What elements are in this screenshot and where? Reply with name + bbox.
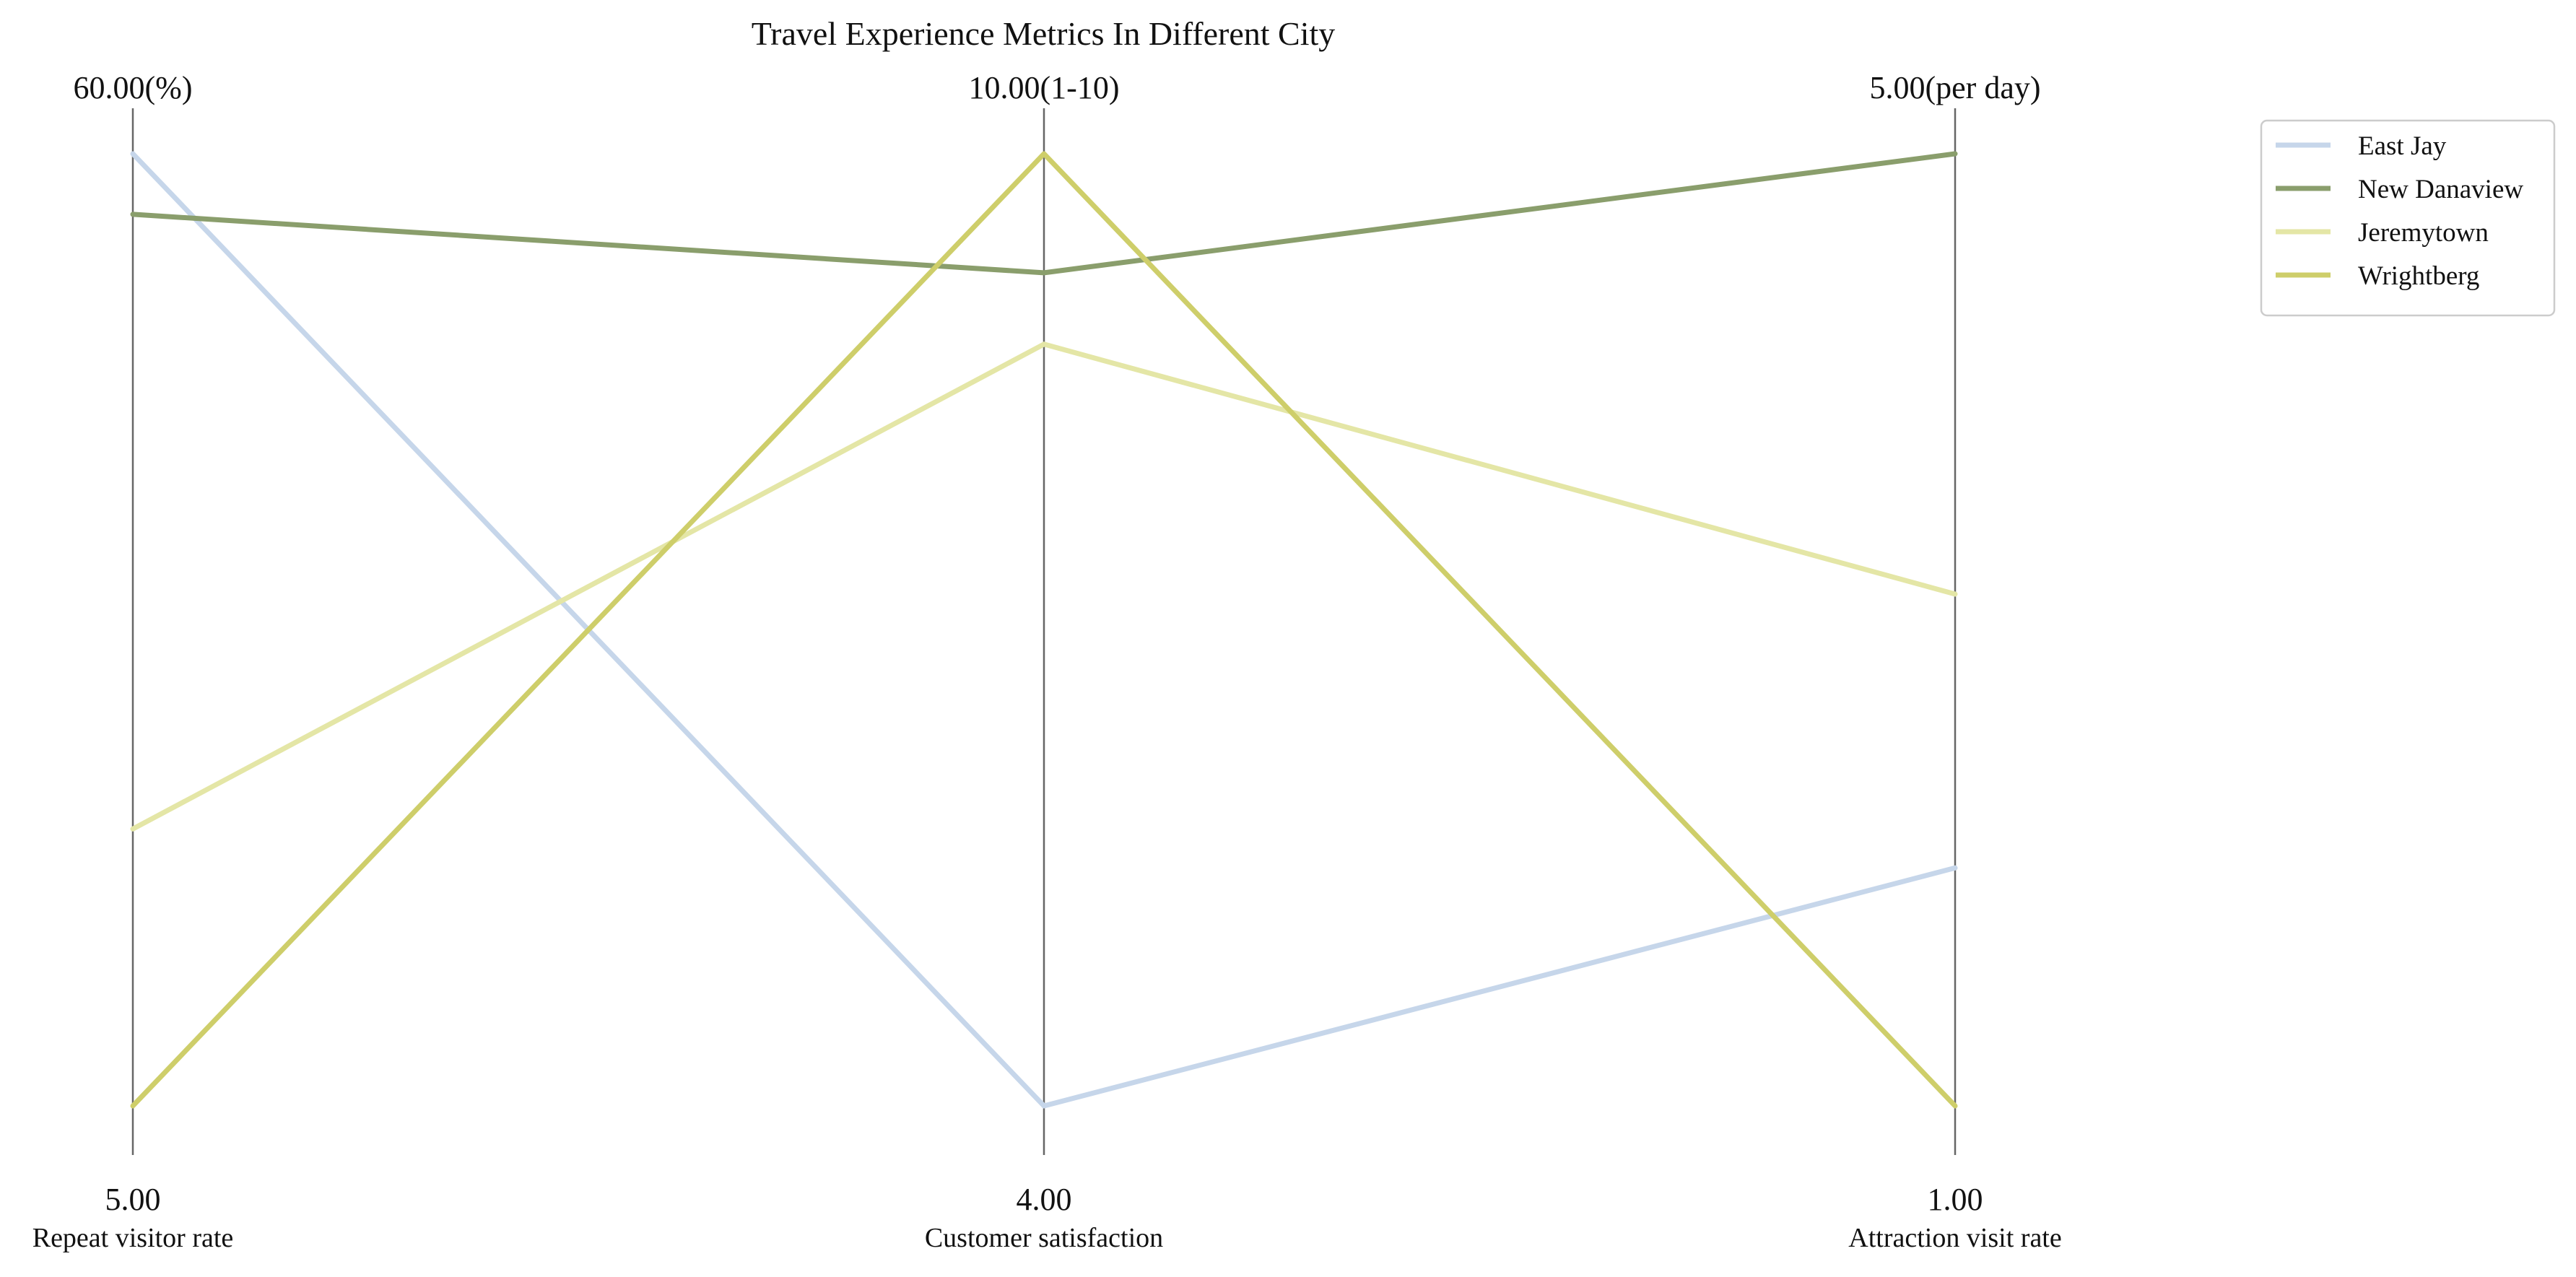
axes-layer: 60.00(%) 5.00 Repeat visitor rate 10.00(1-1…: [32, 70, 2062, 1253]
axis-max-label-customer-satisfaction: 10.00(1-10): [969, 70, 1120, 105]
axis-max-label-repeat-visitor-rate: 60.00(%): [74, 70, 193, 105]
series-line-east-jay: [130, 151, 1958, 1109]
axis-name-customer-satisfaction: Customer satisfaction: [925, 1223, 1163, 1253]
legend-label-east-jay: East Jay: [2358, 131, 2447, 161]
series-line-wrightberg: [130, 151, 1958, 1109]
chart-title: Travel Experience Metrics In Different C…: [752, 15, 1336, 52]
axis-min-label-attraction-visit-rate: 1.00: [1928, 1182, 1983, 1217]
legend-label-jeremytown: Jeremytown: [2358, 218, 2489, 248]
series-line-new-danaview: [130, 151, 1958, 276]
axis-name-repeat-visitor-rate: Repeat visitor rate: [32, 1223, 234, 1253]
series-lines-layer: [130, 151, 1958, 1109]
axis-min-label-customer-satisfaction: 4.00: [1017, 1182, 1072, 1217]
axis-max-label-attraction-visit-rate: 5.00(per day): [1869, 70, 2040, 105]
legend: East Jay New Danaview Jeremytown Wrightberg: [2260, 119, 2556, 317]
legend-label-new-danaview: New Danaview: [2358, 175, 2523, 204]
legend-frame: [2260, 119, 2556, 317]
legend-label-wrightberg: Wrightberg: [2358, 261, 2479, 291]
axis-min-label-repeat-visitor-rate: 5.00: [105, 1182, 161, 1217]
axis-name-attraction-visit-rate: Attraction visit rate: [1848, 1223, 2061, 1253]
series-line-jeremytown: [130, 341, 1958, 832]
